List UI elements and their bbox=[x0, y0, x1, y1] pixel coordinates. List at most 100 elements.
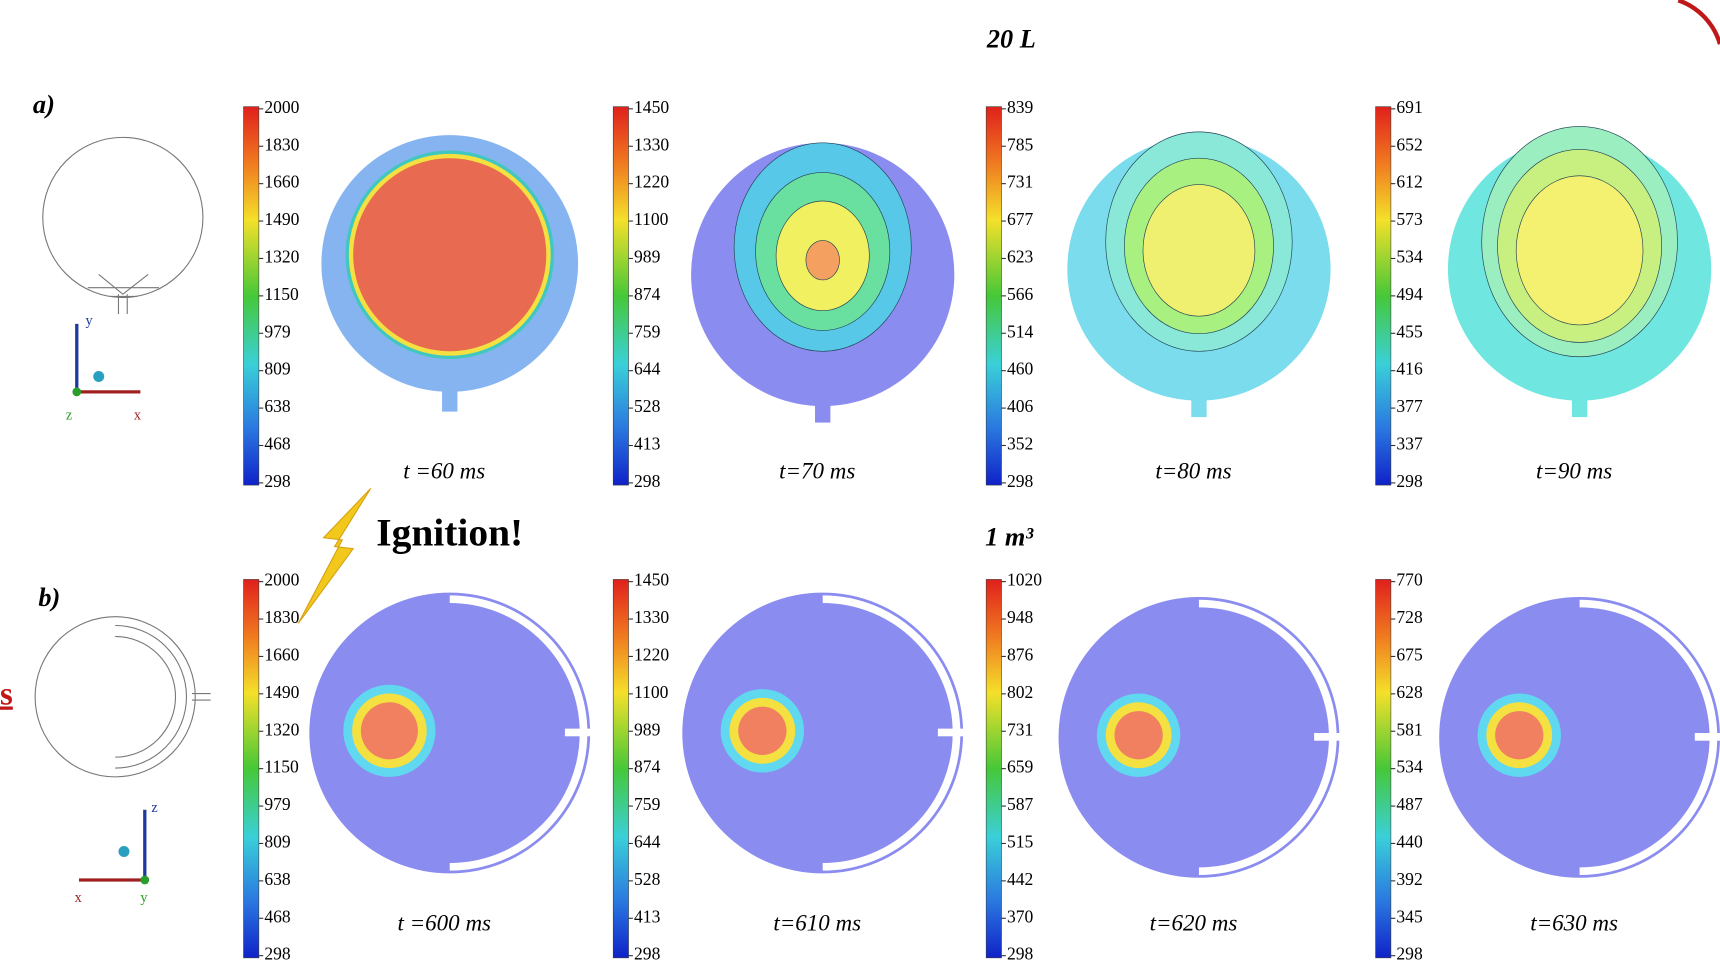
colorbar-label: 528 bbox=[634, 869, 661, 889]
colorbar-label: 298 bbox=[1007, 944, 1034, 964]
colorbar-label: 416 bbox=[1396, 359, 1423, 379]
colorbar-label: 675 bbox=[1396, 644, 1423, 664]
colorbar-label: 534 bbox=[1396, 757, 1423, 777]
inlet bbox=[1191, 373, 1206, 417]
axis-letter: x bbox=[75, 890, 82, 906]
colorbar-label: 638 bbox=[264, 869, 291, 889]
time-label: t=70 ms bbox=[779, 458, 855, 484]
colorbar-label: 528 bbox=[634, 396, 661, 416]
time-label: t =60 ms bbox=[403, 458, 485, 484]
colorbar-label: 514 bbox=[1007, 321, 1034, 341]
colorbar-label: 298 bbox=[634, 944, 661, 964]
colorbar-label: 377 bbox=[1396, 396, 1423, 416]
inlet bbox=[1572, 373, 1587, 417]
colorbar-label: 989 bbox=[634, 247, 661, 267]
colorbar-label: 638 bbox=[264, 396, 291, 416]
colorbar-label: 839 bbox=[1007, 97, 1034, 117]
colorbar-label: 659 bbox=[1007, 757, 1034, 777]
colorbar-label: 442 bbox=[1007, 869, 1033, 889]
time-label: t=90 ms bbox=[1536, 458, 1612, 484]
colorbar-label: 728 bbox=[1396, 607, 1423, 627]
colorbar-label: 587 bbox=[1007, 794, 1034, 814]
colorbar-label: 345 bbox=[1396, 906, 1423, 926]
time-label: t=630 ms bbox=[1530, 909, 1618, 935]
row-title: 1 m³ bbox=[985, 522, 1034, 551]
colorbar-label: 979 bbox=[264, 321, 291, 341]
colorbar-label: 1150 bbox=[264, 757, 299, 777]
colorbar-label: 809 bbox=[264, 831, 291, 851]
colorbar-label: 337 bbox=[1396, 434, 1423, 454]
colorbar-label: 1660 bbox=[264, 172, 299, 192]
colorbar-label: 644 bbox=[634, 831, 661, 851]
colorbar bbox=[613, 579, 628, 957]
colorbar-label: 494 bbox=[1396, 284, 1423, 304]
colorbar-label: 1220 bbox=[634, 644, 669, 664]
colorbar-label: 623 bbox=[1007, 247, 1034, 267]
colorbar-label: 979 bbox=[264, 794, 291, 814]
contour-plot bbox=[1439, 597, 1720, 878]
colorbar-label: 1020 bbox=[1007, 570, 1042, 590]
colorbar bbox=[986, 579, 1001, 957]
colorbar bbox=[986, 107, 1001, 485]
colorbar-label: 298 bbox=[264, 471, 291, 491]
contour bbox=[1114, 711, 1162, 759]
axes-a: y z x bbox=[66, 313, 141, 423]
colorbar-label: 566 bbox=[1007, 284, 1034, 304]
contour-plot bbox=[1448, 126, 1711, 417]
colorbar-label: 406 bbox=[1007, 396, 1034, 416]
contour bbox=[1143, 185, 1255, 317]
contour-plot bbox=[682, 593, 965, 874]
colorbar-label: 1330 bbox=[634, 607, 669, 627]
colorbar-label: 612 bbox=[1396, 172, 1422, 192]
colorbar-label: 573 bbox=[1396, 209, 1423, 229]
axes-b: z x y bbox=[75, 800, 158, 906]
row-title: 20 L bbox=[986, 24, 1036, 53]
colorbar-label: 413 bbox=[634, 434, 661, 454]
colorbar-label: 2000 bbox=[264, 570, 299, 590]
contour bbox=[738, 707, 786, 755]
colorbar-label: 298 bbox=[1396, 471, 1423, 491]
colorbar-label: 874 bbox=[634, 284, 661, 304]
contour bbox=[1516, 176, 1643, 325]
corner-arc bbox=[1678, 0, 1720, 44]
colorbar-label: 876 bbox=[1007, 644, 1034, 664]
colorbar-label: 1330 bbox=[634, 134, 669, 154]
colorbar-label: 298 bbox=[1396, 944, 1423, 964]
contour-plot bbox=[321, 135, 578, 411]
colorbar-label: 581 bbox=[1396, 719, 1422, 739]
colorbar-label: 731 bbox=[1007, 719, 1033, 739]
annotation: Ignition! bbox=[376, 510, 523, 554]
colorbar-label: 298 bbox=[1007, 471, 1034, 491]
colorbar-label: 534 bbox=[1396, 247, 1423, 267]
colorbar bbox=[1376, 107, 1391, 485]
inlet bbox=[442, 368, 457, 412]
axis-letter: y bbox=[140, 890, 148, 906]
figure: s a) 20 L b) 1 m³ Ignition! y z x z x y … bbox=[0, 0, 1720, 968]
colorbar-label: 731 bbox=[1007, 172, 1033, 192]
contour bbox=[361, 702, 418, 759]
time-label: t=80 ms bbox=[1155, 458, 1231, 484]
colorbar-label: 677 bbox=[1007, 209, 1034, 229]
colorbar-label: 759 bbox=[634, 321, 661, 341]
time-label: t=620 ms bbox=[1150, 909, 1238, 935]
contour bbox=[806, 240, 840, 279]
colorbar-label: 352 bbox=[1007, 434, 1033, 454]
time-label: t =600 ms bbox=[397, 909, 491, 935]
colorbar-label: 1100 bbox=[634, 209, 669, 229]
colorbar-label: 989 bbox=[634, 719, 661, 739]
colorbar-label: 487 bbox=[1396, 794, 1423, 814]
vessel-sketch bbox=[43, 137, 203, 314]
colorbar-label: 392 bbox=[1396, 869, 1422, 889]
colorbar-label: 1830 bbox=[264, 134, 299, 154]
colorbar bbox=[1376, 579, 1391, 957]
colorbar-label: 1450 bbox=[634, 97, 669, 117]
nozzle bbox=[1695, 733, 1720, 741]
colorbar-label: 1320 bbox=[264, 719, 299, 739]
colorbar-label: 759 bbox=[634, 794, 661, 814]
colorbar-label: 1660 bbox=[264, 644, 299, 664]
nozzle bbox=[1314, 733, 1341, 741]
colorbar-label: 413 bbox=[634, 906, 661, 926]
colorbar-label: 1490 bbox=[264, 209, 299, 229]
axis-letter: z bbox=[151, 800, 157, 816]
colorbar-label: 440 bbox=[1396, 831, 1423, 851]
